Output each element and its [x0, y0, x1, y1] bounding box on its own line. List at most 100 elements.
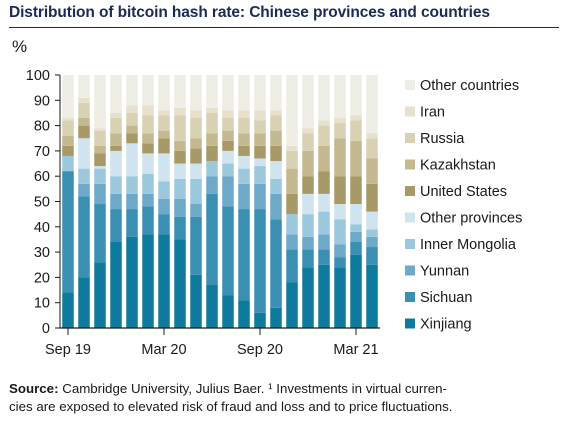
bar-segment-kazakhstan — [222, 130, 234, 141]
bar-segment-russia — [190, 118, 202, 139]
bar-segment-sichuan — [206, 193, 218, 285]
bar-segment-united-states — [254, 145, 266, 159]
bar-segment-yunnan — [142, 193, 154, 207]
bar-segment-sichuan — [350, 241, 362, 255]
source-text-1: Cambridge University, Julius Baer. ¹ Inv… — [58, 381, 447, 396]
bar-segment-inner-mongolia — [302, 214, 314, 237]
bar-segment-yunnan — [78, 183, 90, 197]
bar-segment-kazakhstan — [110, 133, 122, 146]
bar-segment-yunnan — [318, 234, 330, 250]
bar-segment-sichuan — [174, 216, 186, 240]
bar-segment-sichuan — [78, 196, 90, 278]
bar-segment-united-states — [222, 140, 234, 151]
bar-segment-kazakhstan — [254, 133, 266, 146]
bar-segment-other-provinces — [318, 193, 330, 212]
bar-segment-other-countries — [142, 75, 154, 106]
x-tick-label: Mar 20 — [141, 342, 186, 358]
bar-segment-russia — [174, 115, 186, 141]
legend-swatch — [405, 80, 415, 90]
source-text-2: cies are exposed to elevated risk of fra… — [9, 399, 453, 414]
bar-segment-inner-mongolia — [238, 168, 250, 184]
y-tick-label: 100 — [26, 68, 50, 84]
bar-segment-other-provinces — [350, 204, 362, 225]
bar-segment-kazakhstan — [286, 168, 298, 194]
bar-segment-united-states — [350, 176, 362, 205]
bar-segment-russia — [206, 112, 218, 134]
bar-segment-other-countries — [334, 75, 346, 119]
bar-segment-xinjiang — [270, 307, 282, 328]
plot-area — [60, 75, 380, 328]
x-tick-label: Sep 19 — [45, 342, 91, 358]
bar-segment-yunnan — [302, 236, 314, 250]
y-tick-label: 90 — [34, 93, 50, 109]
bar-segment-kazakhstan — [334, 138, 346, 177]
bar-segment-xinjiang — [350, 254, 362, 328]
bar-segment-inner-mongolia — [366, 229, 378, 237]
bar-segment-iran — [334, 118, 346, 124]
bar-segment-united-states — [142, 143, 154, 154]
bar-segment-sichuan — [286, 249, 298, 283]
bar-segment-yunnan — [286, 234, 298, 250]
bar-segment-inner-mongolia — [254, 166, 266, 184]
bar-segment-kazakhstan — [366, 158, 378, 184]
bar-segment-kazakhstan — [78, 118, 90, 126]
bar-segment-other-countries — [254, 75, 266, 111]
bar-segment-united-states — [334, 176, 346, 205]
bar-segment-inner-mongolia — [78, 168, 90, 184]
bar-segment-inner-mongolia — [206, 161, 218, 177]
bar-segment-yunnan — [222, 176, 234, 207]
bar-segment-kazakhstan — [350, 140, 362, 177]
bar-segment-russia — [254, 120, 266, 134]
bar-segment-other-countries — [366, 75, 378, 134]
bar-segment-other-provinces — [110, 150, 122, 177]
bar-segment-other-countries — [158, 75, 170, 111]
bar-segment-xinjiang — [286, 282, 298, 328]
bar-segment-kazakhstan — [174, 140, 186, 151]
bar-segment-xinjiang — [318, 264, 330, 328]
bar-segment-yunnan — [350, 231, 362, 242]
bar-segment-other-provinces — [334, 204, 346, 220]
bar-segment-other-provinces — [366, 211, 378, 230]
bar-segment-inner-mongolia — [94, 168, 106, 184]
bar-segment-sichuan — [318, 249, 330, 265]
bar-segment-other-countries — [286, 75, 298, 146]
chart-title: Distribution of bitcoin hash rate: Chine… — [9, 4, 490, 21]
bar-segment-kazakhstan — [190, 138, 202, 149]
bar-segment-sichuan — [334, 257, 346, 268]
bar-segment-yunnan — [94, 183, 106, 205]
bar-segment-other-countries — [238, 75, 250, 111]
bar-segment-other-provinces — [158, 153, 170, 182]
bar-segment-xinjiang — [206, 284, 218, 328]
bar-segment-yunnan — [174, 198, 186, 217]
bar-segment-sichuan — [190, 216, 202, 275]
bar-segment-xinjiang — [94, 262, 106, 328]
bar-segment-russia — [222, 118, 234, 131]
bar-segment-russia — [350, 120, 362, 141]
bar-segment-iran — [318, 120, 330, 126]
legend-swatch — [405, 239, 415, 249]
legend-label: Yunnan — [420, 264, 469, 280]
bar-segment-kazakhstan — [270, 130, 282, 146]
bar-segment-xinjiang — [110, 241, 122, 328]
bar-segment-inner-mongolia — [350, 224, 362, 232]
bar-segment-yunnan — [206, 176, 218, 194]
bar-segment-other-countries — [190, 75, 202, 111]
bar-segment-xinjiang — [366, 264, 378, 328]
bar-segment-other-countries — [62, 75, 74, 119]
bar-segment-inner-mongolia — [158, 181, 170, 199]
y-axis-unit: % — [12, 37, 27, 56]
stacked-bar-chart: % 0 10 20 30 40 50 60 70 80 90 100 Sep 19 Mar 20 Sep 2… — [12, 37, 522, 358]
bar-segment-sichuan — [110, 209, 122, 242]
legend-label: Kazakhstan — [420, 158, 496, 174]
bar-segment-united-states — [174, 150, 186, 164]
bar-segment-other-provinces — [126, 143, 138, 177]
bar-segment-inner-mongolia — [142, 173, 154, 194]
bar-segment-russia — [302, 133, 314, 151]
bar-segment-russia — [238, 118, 250, 134]
y-tick-label: 50 — [34, 195, 50, 211]
bar-segment-other-provinces — [94, 166, 106, 169]
bar-segment-russia — [78, 102, 90, 119]
bar-segment-other-countries — [302, 75, 314, 129]
bar-segment-russia — [366, 138, 378, 159]
legend-label: Inner Mongolia — [420, 237, 517, 253]
